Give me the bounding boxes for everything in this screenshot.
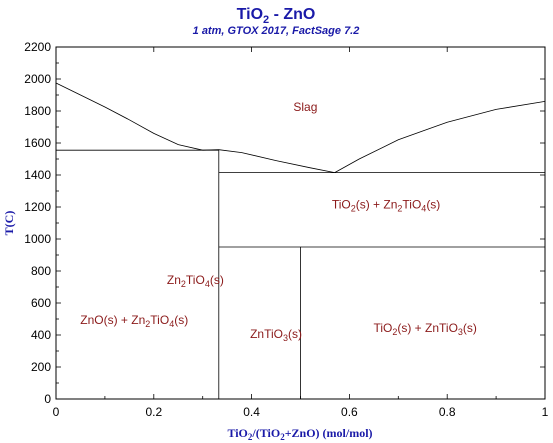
y-tick-label: 1400 (24, 168, 51, 182)
y-tick-label: 1000 (24, 232, 51, 246)
liquidus-zno-side (55, 82, 203, 151)
phase-region-label: Zn2TiO4(s) (167, 273, 224, 289)
y-tick-label: 1200 (24, 200, 51, 214)
x-tick-label: 1 (542, 405, 549, 419)
x-axis-label: TiO2/(TiO2+ZnO) (mol/mol) (227, 426, 372, 442)
phase-region-label: ZnTiO3(s) (250, 327, 302, 343)
phase-region-labels: Slag TiO2(s) + Zn2TiO4(s) Zn2TiO4(s) ZnO(s)… (80, 100, 477, 343)
x-tick-label: 0.6 (341, 405, 358, 419)
x-tick-label: 0.8 (439, 405, 456, 419)
liquidus-tio2-side (334, 101, 546, 173)
y-tick-label: 2200 (24, 40, 51, 54)
x-axis: 0 0.2 0.4 0.6 0.8 1 (53, 47, 549, 419)
y-axis: 0 200 400 600 800 1000 1200 1400 1600 1800 2000 220… (24, 40, 545, 406)
phase-region-label: Slag (293, 100, 317, 114)
chart-subtitle: 1 atm, GTOX 2017, FactSage 7.2 (193, 25, 360, 37)
phase-boundaries (55, 82, 546, 399)
y-axis-label: T(C) (2, 211, 16, 236)
x-tick-label: 0 (53, 405, 60, 419)
plot-area: 0 200 400 600 800 1000 1200 1400 1600 1800 2000 220… (24, 40, 548, 419)
phase-region-label: ZnO(s) + Zn2TiO4(s) (80, 313, 188, 329)
phase-region-label: TiO2(s) + ZnTiO3(s) (373, 321, 476, 337)
y-tick-label: 800 (31, 264, 51, 278)
y-tick-label: 600 (31, 296, 51, 310)
liquidus-zn2tio4 (202, 149, 335, 173)
y-tick-label: 2000 (24, 72, 51, 86)
y-tick-label: 0 (44, 392, 51, 406)
y-tick-label: 1600 (24, 136, 51, 150)
chart-title: TiO2 - ZnO (237, 6, 316, 26)
x-tick-label: 0.2 (145, 405, 162, 419)
x-tick-label: 0.4 (243, 405, 260, 419)
y-tick-label: 1800 (24, 104, 51, 118)
y-tick-label: 400 (31, 328, 51, 342)
y-tick-label: 200 (31, 360, 51, 374)
phase-region-label: TiO2(s) + Zn2TiO4(s) (332, 198, 441, 214)
